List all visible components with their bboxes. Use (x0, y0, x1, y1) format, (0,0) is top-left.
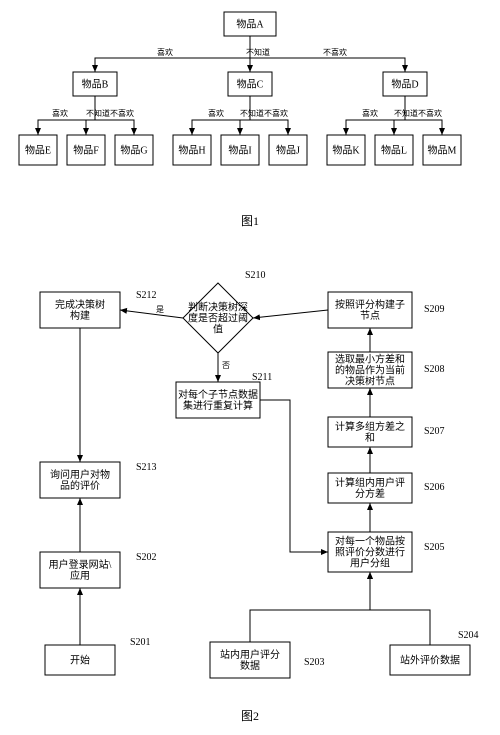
edge-label: 不知道 (86, 108, 110, 118)
flow-node-label: 分方差 (355, 487, 385, 500)
edge-label: 不喜欢 (418, 108, 442, 118)
tree-diagram: 喜欢不知道不喜欢喜欢不知道不喜欢喜欢不知道不喜欢喜欢不知道不喜欢物品A物品B物品… (19, 12, 461, 228)
flow-node-label: 用户分组 (350, 556, 390, 569)
flow-edge (250, 572, 370, 642)
flow-node-label: 选取最小方差和 (335, 352, 405, 365)
flow-node-label: 计算组内用户评 (335, 476, 405, 489)
tree-node-label: 物品A (236, 17, 264, 30)
edge-label: 喜欢 (208, 108, 224, 118)
step-id: S204 (458, 630, 479, 641)
step-id: S212 (136, 290, 157, 301)
diagram-canvas: 喜欢不知道不喜欢喜欢不知道不喜欢喜欢不知道不喜欢喜欢不知道不喜欢物品A物品B物品… (0, 0, 500, 735)
flow-edge (253, 310, 328, 318)
edge-label: 不喜欢 (110, 108, 134, 118)
edge-label: 喜欢 (362, 108, 378, 118)
edge-label: 不喜欢 (323, 47, 347, 57)
step-id: S201 (130, 637, 151, 648)
flow-node-label: 的物品作为当前 (335, 363, 405, 376)
step-id: S202 (136, 552, 157, 563)
tree-node-label: 物品K (332, 143, 360, 156)
flow-edge (260, 400, 328, 552)
flow-edge-label: 否 (222, 361, 230, 370)
flow-node-label: 站外评价数据 (400, 653, 460, 666)
flow-node-label: 值 (213, 322, 223, 335)
flow-edge (120, 310, 183, 318)
flow-node-label: 判断决策树深 (188, 300, 248, 313)
step-id: S207 (424, 426, 445, 437)
flow-node-label: 对每个子节点数据 (178, 388, 258, 401)
flow-node-label: 集进行重复计算 (183, 399, 253, 412)
flow-node-label: 站内用户评分 (220, 648, 280, 661)
figure1-caption: 图1 (241, 214, 259, 228)
edge-label: 喜欢 (52, 108, 68, 118)
flow-edge (370, 572, 430, 645)
step-id: S203 (304, 657, 325, 668)
flow-node-label: 品的评价 (60, 479, 100, 492)
edge-label: 不喜欢 (264, 108, 288, 118)
tree-node-label: 物品L (381, 143, 407, 156)
step-id: S209 (424, 304, 445, 315)
flow-node-label: 完成决策树 (55, 298, 105, 311)
tree-node-label: 物品E (25, 143, 51, 156)
flow-node-label: 开始 (70, 653, 90, 666)
flow-node-label: 节点 (360, 310, 380, 322)
flow-node-label: 计算多组方差之 (335, 420, 405, 433)
flow-node-label: 应用 (70, 569, 90, 582)
edge-label: 不知道 (394, 108, 418, 118)
flow-node-label: 询问用户对物 (50, 468, 110, 481)
flow-node-label: 和 (365, 432, 375, 444)
tree-node-label: 物品F (73, 143, 99, 156)
tree-node-label: 物品I (228, 143, 251, 156)
tree-node-label: 物品M (428, 143, 457, 156)
flow-node-label: 构建 (70, 309, 90, 322)
edge-label: 不知道 (240, 108, 264, 118)
flow-node-label: 数据 (240, 659, 260, 672)
flow-node-label: 用户登录网站\ (49, 558, 112, 571)
flow-node-label: 对每一个物品按 (335, 534, 405, 547)
tree-node-label: 物品C (237, 77, 264, 90)
flow-edge-label: 是 (156, 305, 164, 314)
step-id: S211 (252, 372, 272, 383)
step-id: S206 (424, 482, 445, 493)
edge-label: 喜欢 (157, 47, 173, 57)
step-id: S208 (424, 364, 445, 375)
tree-node-label: 物品H (178, 143, 205, 156)
step-id: S205 (424, 542, 445, 553)
flow-node-label: 照评价分数进行 (335, 545, 405, 558)
step-id: S213 (136, 462, 157, 473)
flow-node-label: 决策树节点 (345, 374, 395, 387)
tree-node-label: 物品G (120, 143, 147, 156)
tree-node-label: 物品B (82, 77, 109, 90)
flowchart-diagram: 是否开始 S201 用户登录网站\应用 S202 询问用户对物品的评价 S213 完成决策树… (40, 270, 479, 723)
tree-node-label: 物品J (276, 143, 300, 156)
flow-node-label: 按照评分构建子 (335, 298, 405, 311)
step-id: S210 (245, 270, 266, 281)
flow-node-label: 度是否超过阈 (188, 311, 248, 324)
tree-node-label: 物品D (391, 77, 418, 90)
figure2-caption: 图2 (241, 709, 259, 723)
